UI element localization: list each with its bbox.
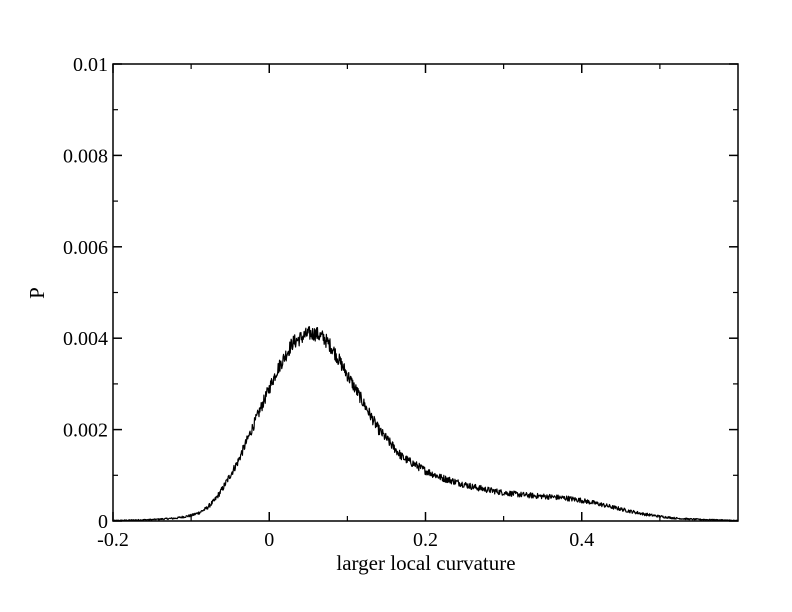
y-tick-label: 0.006 (63, 237, 108, 259)
x-tick-label: -0.2 (97, 529, 129, 551)
y-tick-label: 0.002 (63, 420, 108, 442)
plot-frame (112, 63, 739, 522)
y-tick-label: 0 (98, 511, 108, 533)
x-tick-label: 0 (264, 529, 274, 551)
plot-area-border (112, 63, 739, 522)
x-tick-label: 0.4 (569, 529, 594, 551)
series-line (112, 326, 739, 522)
x-tick-label: 0.2 (413, 529, 438, 551)
y-tick-label: 0.008 (63, 145, 108, 167)
y-tick-label: 0.01 (73, 54, 108, 76)
y-axis-label: P (25, 287, 49, 299)
y-tick-label: 0.004 (63, 328, 108, 350)
x-axis-label: larger local curvature (336, 551, 515, 575)
axis-ticks (112, 63, 738, 522)
